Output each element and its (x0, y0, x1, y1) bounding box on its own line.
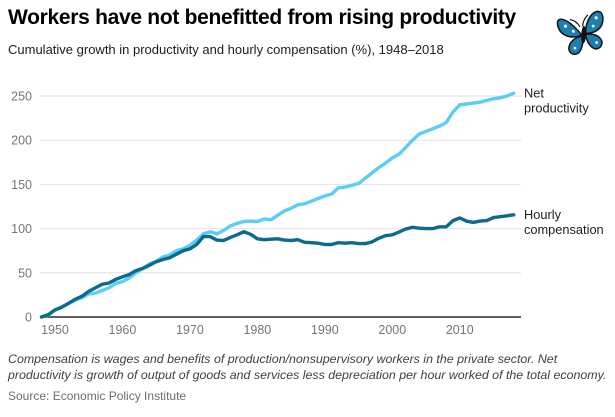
net-productivity-label: Net (524, 85, 544, 100)
net-productivity-label: productivity (524, 100, 589, 115)
line-chart: 0 50 100 150 200 250 1950 1960 1970 1980 1990 2000 2… (0, 72, 615, 350)
x-tick-label: 1980 (243, 323, 271, 337)
chart-canvas: 0 50 100 150 200 250 1950 1960 1970 1980 1990 2000 2… (11, 85, 604, 337)
y-tick-label: 150 (11, 178, 32, 192)
y-tick-label: 0 (25, 311, 32, 325)
x-tick-label: 1970 (176, 323, 204, 337)
chart-footnote: Compensation is wages and benefits of pr… (8, 352, 607, 383)
y-tick-label: 250 (11, 90, 32, 104)
x-tick-label: 2010 (446, 323, 474, 337)
net-productivity-line (39, 91, 516, 319)
x-tick-label: 2000 (378, 323, 406, 337)
chart-source: Source: Economic Policy Institute (8, 389, 187, 403)
hourly-compensation-label: compensation (524, 222, 604, 237)
x-tick-label: 1990 (311, 323, 339, 337)
chart-subtitle: Cumulative growth in productivity and ho… (8, 42, 444, 57)
butterfly-logo-icon (556, 10, 604, 55)
x-tick-label: 1960 (109, 323, 137, 337)
page-title: Workers have not benefitted from rising … (8, 6, 516, 29)
y-tick-label: 50 (18, 266, 32, 280)
hourly-compensation-label: Hourly (524, 207, 562, 222)
hourly-compensation-line (39, 213, 516, 319)
y-tick-label: 200 (11, 134, 32, 148)
x-tick-label: 1950 (41, 323, 69, 337)
y-tick-label: 100 (11, 222, 32, 236)
